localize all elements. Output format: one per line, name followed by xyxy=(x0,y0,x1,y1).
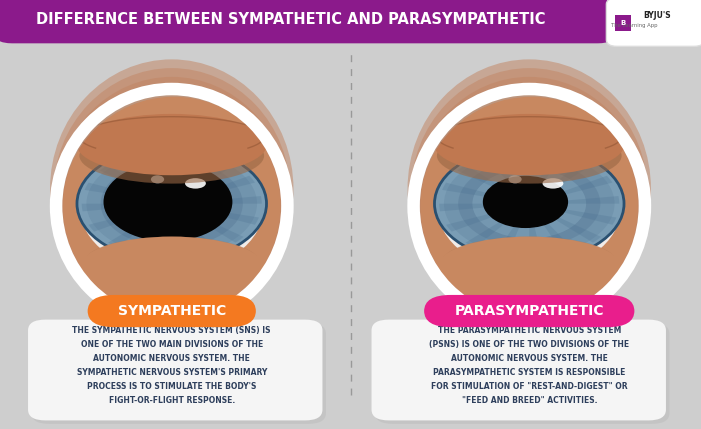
Circle shape xyxy=(458,160,600,247)
Ellipse shape xyxy=(50,59,294,318)
Ellipse shape xyxy=(434,114,625,175)
Wedge shape xyxy=(172,204,244,243)
Wedge shape xyxy=(529,160,593,204)
Ellipse shape xyxy=(411,68,648,318)
Wedge shape xyxy=(465,204,529,248)
Wedge shape xyxy=(529,204,542,259)
Wedge shape xyxy=(172,204,217,254)
FancyBboxPatch shape xyxy=(32,323,326,424)
FancyBboxPatch shape xyxy=(606,0,701,46)
Text: THE SYMPATHETIC NERVOUS SYSTEM (SNS) IS
ONE OF THE TWO MAIN DIVISIONS OF THE
AUT: THE SYMPATHETIC NERVOUS SYSTEM (SNS) IS … xyxy=(72,326,271,405)
Wedge shape xyxy=(529,176,613,204)
Ellipse shape xyxy=(407,59,651,318)
FancyBboxPatch shape xyxy=(28,320,322,420)
Circle shape xyxy=(508,175,522,183)
Wedge shape xyxy=(172,204,259,225)
Ellipse shape xyxy=(82,142,261,270)
Ellipse shape xyxy=(414,77,644,318)
Wedge shape xyxy=(529,204,575,254)
Wedge shape xyxy=(495,204,529,257)
Circle shape xyxy=(483,176,568,228)
Wedge shape xyxy=(517,148,529,204)
FancyBboxPatch shape xyxy=(0,0,615,43)
Wedge shape xyxy=(172,150,206,204)
Wedge shape xyxy=(85,183,172,204)
Text: PARASYMPATHETIC: PARASYMPATHETIC xyxy=(454,304,604,318)
Wedge shape xyxy=(529,204,616,225)
Ellipse shape xyxy=(79,236,264,298)
Wedge shape xyxy=(137,204,172,257)
Ellipse shape xyxy=(437,128,622,184)
Ellipse shape xyxy=(185,178,206,189)
Ellipse shape xyxy=(57,77,287,318)
Circle shape xyxy=(77,146,266,262)
Wedge shape xyxy=(529,196,619,204)
FancyBboxPatch shape xyxy=(372,320,666,420)
Ellipse shape xyxy=(442,236,616,287)
Wedge shape xyxy=(126,153,172,204)
Ellipse shape xyxy=(79,128,264,184)
Text: BYJU'S: BYJU'S xyxy=(644,12,671,20)
Text: The Learning App: The Learning App xyxy=(611,23,658,28)
Wedge shape xyxy=(442,183,529,204)
Wedge shape xyxy=(172,176,255,204)
Wedge shape xyxy=(172,196,261,204)
Ellipse shape xyxy=(417,86,641,317)
Ellipse shape xyxy=(437,236,622,298)
Wedge shape xyxy=(159,148,172,204)
Circle shape xyxy=(151,175,164,183)
Circle shape xyxy=(101,160,243,247)
Text: DIFFERENCE BETWEEN SYMPATHETIC AND PARASYMPATHETIC: DIFFERENCE BETWEEN SYMPATHETIC AND PARAS… xyxy=(36,12,545,27)
Ellipse shape xyxy=(76,114,267,175)
FancyBboxPatch shape xyxy=(375,323,669,424)
Ellipse shape xyxy=(53,68,290,318)
Wedge shape xyxy=(100,165,172,204)
Text: SYMPATHETIC: SYMPATHETIC xyxy=(118,304,226,318)
Wedge shape xyxy=(172,204,184,259)
Wedge shape xyxy=(440,204,529,211)
Wedge shape xyxy=(88,204,172,232)
Circle shape xyxy=(104,163,233,242)
Bar xyxy=(0,0,610,20)
Circle shape xyxy=(472,169,586,239)
Wedge shape xyxy=(529,204,601,243)
Text: B: B xyxy=(620,20,626,26)
Circle shape xyxy=(86,151,257,256)
Ellipse shape xyxy=(85,236,259,287)
Circle shape xyxy=(444,151,615,256)
FancyBboxPatch shape xyxy=(424,295,634,327)
Circle shape xyxy=(115,169,229,239)
Wedge shape xyxy=(457,165,529,204)
Ellipse shape xyxy=(543,178,564,189)
Text: THE PARASYMPATHETIC NERVOUS SYSTEM
(PSNS) IS ONE OF THE TWO DIVISIONS OF THE
AUT: THE PARASYMPATHETIC NERVOUS SYSTEM (PSNS… xyxy=(429,326,629,405)
Bar xyxy=(615,15,631,31)
Wedge shape xyxy=(484,153,529,204)
Wedge shape xyxy=(108,204,172,248)
Circle shape xyxy=(435,146,624,262)
Ellipse shape xyxy=(79,139,264,273)
Wedge shape xyxy=(529,150,564,204)
Wedge shape xyxy=(446,204,529,232)
Ellipse shape xyxy=(63,94,280,317)
Wedge shape xyxy=(172,160,236,204)
Ellipse shape xyxy=(60,86,284,317)
Ellipse shape xyxy=(437,139,622,273)
FancyBboxPatch shape xyxy=(88,295,256,327)
Wedge shape xyxy=(82,204,172,211)
Ellipse shape xyxy=(440,142,619,270)
Ellipse shape xyxy=(421,94,638,317)
